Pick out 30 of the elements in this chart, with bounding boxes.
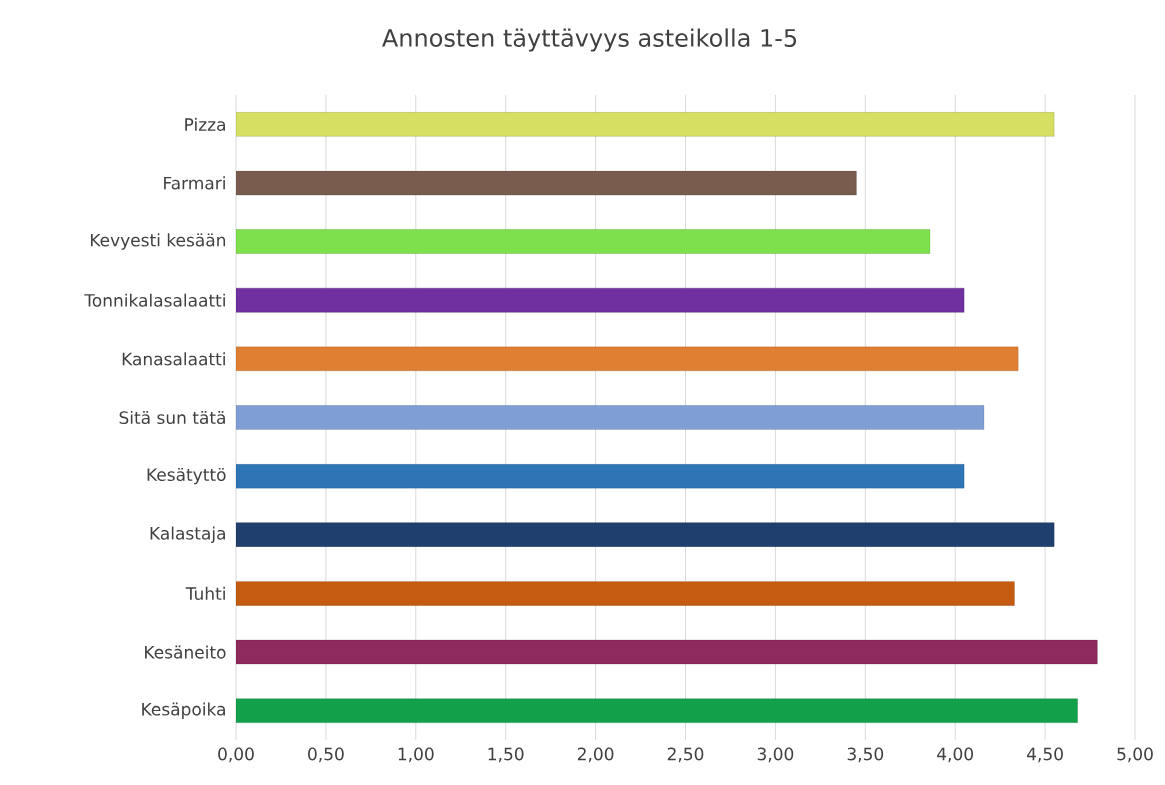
x-tick-label: 0,00 [218, 747, 254, 763]
x-tick-label: 1,00 [398, 747, 434, 763]
y-tick-label: Pizza [185, 117, 225, 131]
chart-title: Annosten täyttävyys asteikolla 1-5 [382, 28, 797, 52]
bar [236, 581, 1015, 606]
bar [236, 170, 857, 196]
x-tick-label: 4,50 [1027, 747, 1063, 763]
x-tick-label: 1,50 [488, 747, 524, 763]
y-tick-label: Kesäneito [145, 645, 226, 659]
y-tick-label: Kalastaja [150, 526, 225, 543]
x-tick-label: 3,50 [847, 747, 884, 763]
x-tick-label: 5,00 [1117, 747, 1153, 763]
bar [236, 229, 931, 254]
bar [236, 463, 965, 489]
x-tick-label: 3,00 [757, 747, 794, 763]
x-tick-label: 2,00 [577, 747, 614, 763]
y-tick-label: Kevyesti kesään [90, 233, 226, 250]
y-tick-label: Kesätyttö [147, 467, 226, 485]
bar [236, 639, 1098, 665]
x-tick-label: 4,00 [937, 747, 973, 763]
y-tick-label: Farmari [164, 176, 225, 190]
y-tick-label: Kesäpoika [142, 702, 225, 719]
y-tick-label: Tuhti [185, 586, 225, 600]
bar [236, 522, 1055, 547]
x-tick-label: 2,50 [667, 747, 704, 763]
y-tick-label: Sitä sun tätä [119, 410, 225, 425]
bar [236, 346, 1019, 372]
y-tick-label: Kanasalaatti [122, 352, 225, 366]
x-tick-label: 0,50 [308, 747, 344, 763]
y-tick-label: Tonnikalasalaatti [84, 293, 225, 307]
